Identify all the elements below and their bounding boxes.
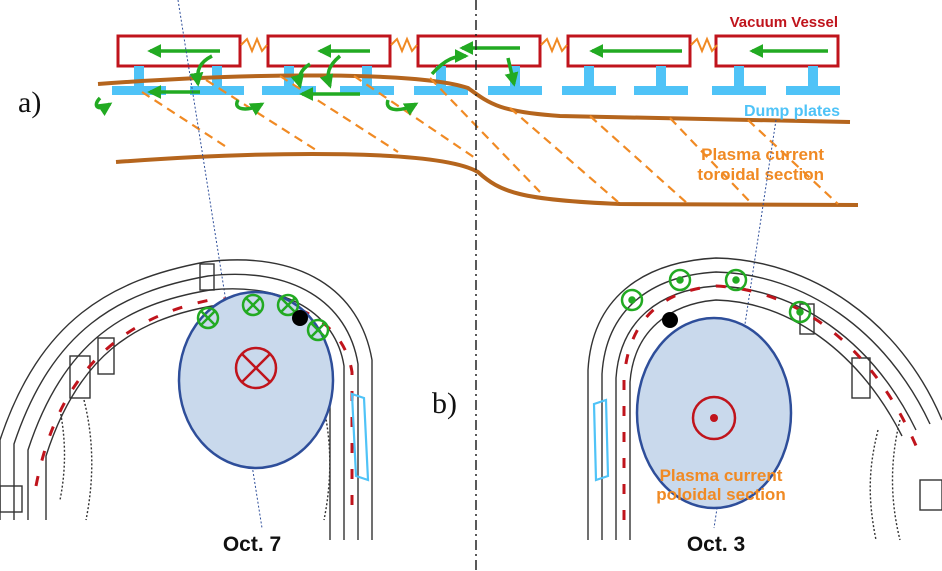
current-arrow [94, 96, 113, 117]
vessel-structure-right [587, 257, 942, 541]
poloidal-section-left [0, 259, 373, 540]
current-out-markers-right [620, 268, 812, 324]
dump-plate [786, 66, 840, 95]
circle-dot-icon [724, 268, 748, 292]
current-arrow [319, 54, 342, 89]
current-arrow [430, 49, 469, 76]
dump-plate [634, 66, 688, 95]
dump-plate [262, 66, 316, 95]
poloidal-section-right [587, 257, 942, 541]
circle-dot-icon [620, 288, 644, 312]
projection-line-right [713, 119, 777, 529]
left-date-label: Oct. 7 [223, 533, 281, 556]
circle-dot-icon [668, 268, 692, 292]
current-arrow [235, 99, 265, 116]
circle-cross-icon [241, 293, 265, 317]
dump-plate [488, 66, 542, 95]
bellows [540, 36, 568, 54]
eddy-current-arrows [94, 41, 828, 117]
black-dot-marker [292, 310, 308, 326]
bellows [240, 36, 268, 54]
current-arrow [385, 99, 419, 116]
dump-plate [112, 66, 166, 95]
toroidal-label-line1: Plasma current [701, 145, 824, 164]
bellows [390, 36, 418, 54]
circle-dot-icon [788, 300, 812, 324]
dump-plate-blue-left [350, 392, 370, 482]
vacuum-vessel-segments [116, 34, 840, 68]
current-arrow [290, 62, 311, 89]
panel-label-b: b) [432, 387, 457, 420]
bellows [690, 36, 718, 54]
toroidal-current-hatch [141, 75, 839, 205]
dump-plates-red-right [622, 284, 924, 520]
plasma-boundary-lower [115, 152, 859, 207]
vacuum-vessel-label: Vacuum Vessel [730, 14, 838, 31]
plasma-poloidal-right [635, 316, 793, 510]
vessel-segment [416, 34, 542, 68]
current-arrow [189, 54, 213, 87]
dump-plates-label: Dump plates [744, 103, 840, 120]
vessel-bellows [240, 36, 718, 54]
circle-cross-icon [234, 346, 278, 390]
circle-cross-icon [196, 306, 220, 330]
circle-cross-icon [276, 293, 300, 317]
current-arrow [504, 57, 519, 87]
black-dot-marker [662, 312, 678, 328]
right-date-label: Oct. 3 [687, 533, 745, 556]
circle-cross-icon [306, 318, 330, 342]
circle-dot-icon [691, 395, 737, 441]
dump-plate [562, 66, 616, 95]
dump-plate [712, 66, 766, 95]
current-in-markers-left [196, 293, 330, 342]
poloidal-label-line2: poloidal section [656, 485, 785, 504]
dump-plates-red-left [34, 297, 354, 520]
plasma-poloidal-left [177, 290, 335, 470]
panel-label-a: a) [18, 86, 41, 119]
toroidal-label-line2: toroidal section [697, 165, 824, 184]
dump-plate [340, 66, 394, 95]
dump-plate-blue-right [592, 398, 610, 482]
poloidal-label-line1: Plasma current [660, 466, 783, 485]
